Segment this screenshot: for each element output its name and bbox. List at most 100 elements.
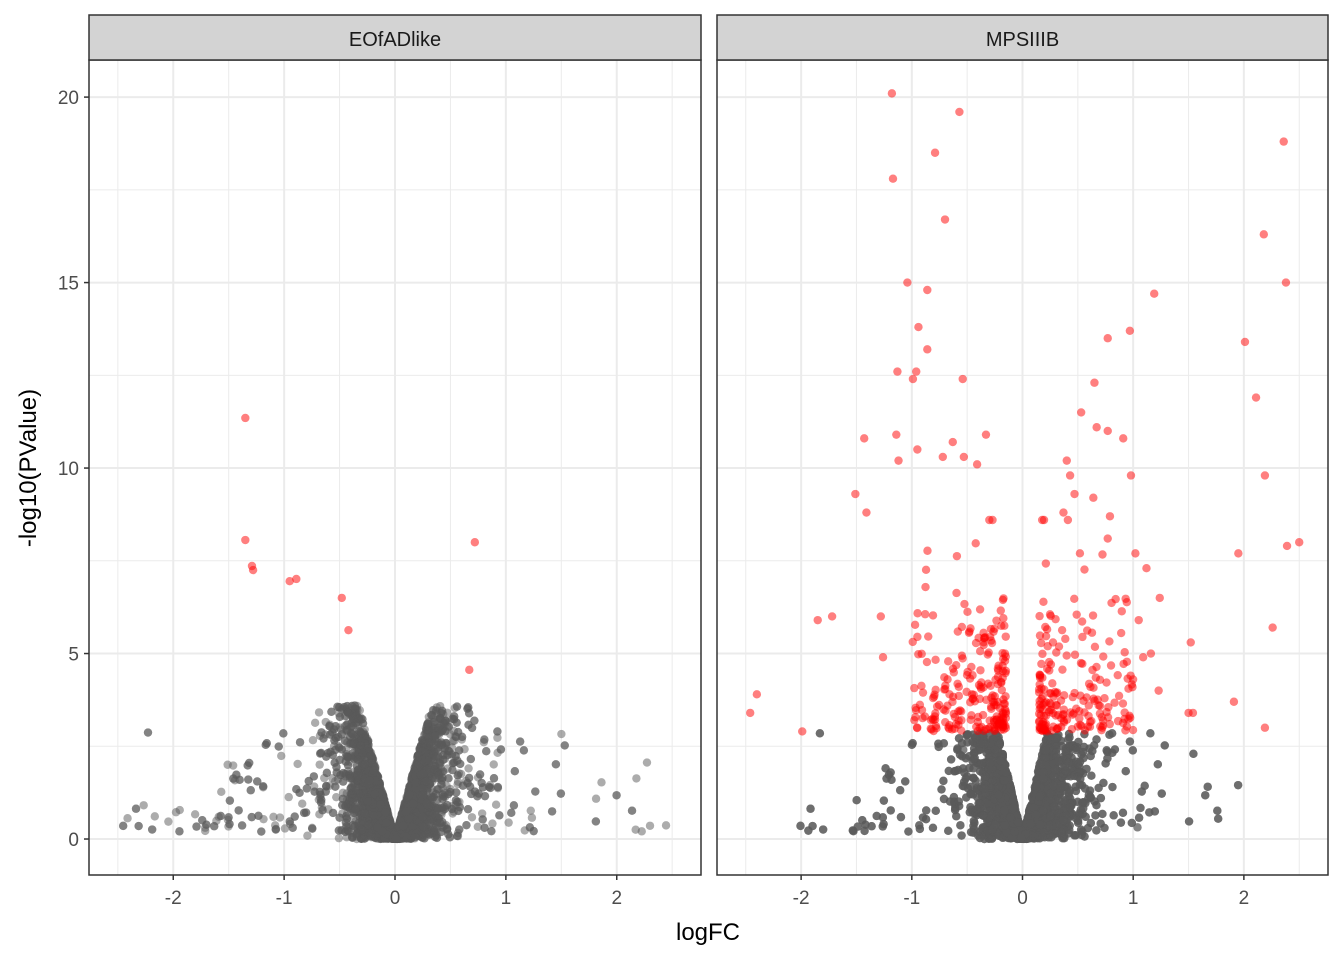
point-not-significant [257, 827, 265, 835]
point-not-significant [356, 742, 364, 750]
point-not-significant [468, 724, 476, 732]
point-not-significant [360, 809, 368, 817]
point-not-significant [343, 752, 351, 760]
point-not-significant [234, 806, 242, 814]
point-not-significant [497, 745, 505, 753]
point-not-significant [490, 760, 498, 768]
point-not-significant [480, 738, 488, 746]
point-not-significant [548, 807, 556, 815]
point-not-significant [315, 708, 323, 716]
point-not-significant [432, 752, 440, 760]
point-not-significant [349, 821, 357, 829]
point-not-significant [597, 778, 605, 786]
point-not-significant [276, 813, 284, 821]
point-not-significant [348, 834, 356, 842]
point-not-significant [331, 746, 339, 754]
point-not-significant [444, 774, 452, 782]
point-not-significant [247, 786, 255, 794]
point-not-significant [272, 825, 280, 833]
point-not-significant [467, 755, 475, 763]
point-not-significant [531, 787, 539, 795]
point-not-significant [336, 713, 344, 721]
point-not-significant [490, 774, 498, 782]
point-not-significant [520, 746, 528, 754]
point-not-significant [495, 811, 503, 819]
point-not-significant [305, 777, 313, 785]
point-not-significant [285, 793, 293, 801]
point-not-significant [309, 736, 317, 744]
point-not-significant [419, 770, 427, 778]
point-not-significant [632, 774, 640, 782]
point-not-significant [662, 821, 670, 829]
point-not-significant [335, 756, 343, 764]
point-not-significant [317, 798, 325, 806]
point-not-significant [342, 812, 350, 820]
point-not-significant [277, 752, 285, 760]
point-not-significant [331, 782, 339, 790]
point-not-significant [437, 738, 445, 746]
point-not-significant [628, 807, 636, 815]
point-not-significant [347, 784, 355, 792]
point-not-significant [369, 811, 377, 819]
point-not-significant [462, 821, 470, 829]
point-not-significant [592, 795, 600, 803]
point-not-significant [322, 787, 330, 795]
point-not-significant [482, 747, 490, 755]
point-not-significant [224, 813, 232, 821]
point-not-significant [419, 791, 427, 799]
point-not-significant [426, 739, 434, 747]
point-not-significant [443, 825, 451, 833]
point-not-significant [476, 770, 484, 778]
point-not-significant [441, 805, 449, 813]
point-not-significant [217, 788, 225, 796]
point-not-significant [507, 809, 515, 817]
point-not-significant [412, 778, 420, 786]
point-not-significant [646, 822, 654, 830]
point-not-significant [643, 758, 651, 766]
point-not-significant [318, 806, 326, 814]
point-not-significant [477, 779, 485, 787]
point-not-significant [316, 749, 324, 757]
point-not-significant [202, 821, 210, 829]
point-not-significant [405, 791, 413, 799]
point-not-significant [134, 822, 142, 830]
point-not-significant [446, 833, 454, 841]
point-not-significant [323, 769, 331, 777]
point-not-significant [527, 806, 535, 814]
point-not-significant [324, 749, 332, 757]
point-not-significant [557, 730, 565, 738]
point-not-significant [326, 730, 334, 738]
point-not-significant [592, 817, 600, 825]
point-not-significant [465, 774, 473, 782]
point-not-significant [151, 812, 159, 820]
point-not-significant [464, 764, 472, 772]
point-not-significant [315, 760, 323, 768]
point-not-significant [480, 824, 488, 832]
point-not-significant [123, 814, 131, 822]
point-not-significant [511, 767, 519, 775]
point-not-significant [335, 834, 343, 842]
point-not-significant [411, 833, 419, 841]
point-not-significant [311, 719, 319, 727]
point-not-significant [468, 813, 476, 821]
point-not-significant [338, 730, 346, 738]
point-not-significant [504, 818, 512, 826]
point-not-significant [419, 823, 427, 831]
point-not-significant [464, 805, 472, 813]
point-not-significant [455, 825, 463, 833]
point-not-significant [175, 827, 183, 835]
point-not-significant [452, 788, 460, 796]
point-not-significant [481, 792, 489, 800]
point-not-significant [494, 783, 502, 791]
point-not-significant [291, 812, 299, 820]
point-not-significant [293, 760, 301, 768]
point-not-significant [453, 702, 461, 710]
point-not-significant [279, 729, 287, 737]
point-not-significant [223, 761, 231, 769]
point-not-significant [382, 808, 390, 816]
point-not-significant [310, 787, 318, 795]
point-not-significant [192, 822, 200, 830]
point-not-significant [296, 738, 304, 746]
point-not-significant [631, 826, 639, 834]
